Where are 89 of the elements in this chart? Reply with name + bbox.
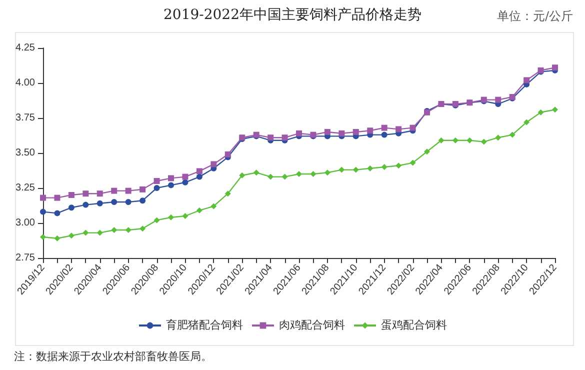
point: [82, 202, 89, 208]
point: [324, 129, 330, 135]
point: [125, 188, 132, 194]
point: [210, 203, 217, 210]
point: [154, 185, 160, 191]
point: [282, 134, 288, 141]
point: [182, 174, 188, 180]
y-tick-label: 3.75: [16, 112, 36, 124]
point: [196, 174, 202, 180]
point: [324, 170, 330, 176]
point: [140, 186, 146, 192]
point: [68, 204, 74, 211]
point: [253, 170, 260, 176]
y-tick-label: 3.00: [16, 218, 36, 228]
point: [125, 227, 132, 233]
point: [438, 137, 444, 144]
point: [111, 188, 118, 194]
point: [466, 137, 473, 144]
point: [154, 217, 160, 224]
point: [82, 230, 89, 236]
point: [367, 128, 374, 134]
point: [381, 132, 388, 138]
point: [495, 96, 502, 103]
point: [268, 134, 274, 141]
y-tick-label: 3.50: [16, 148, 36, 158]
point: [224, 190, 231, 197]
point: [296, 130, 302, 136]
point: [40, 208, 46, 215]
point: [352, 166, 359, 173]
point: [40, 194, 46, 201]
point: [68, 232, 74, 239]
point: [296, 171, 302, 177]
point: [196, 207, 202, 214]
point: [552, 64, 558, 71]
point: [154, 178, 160, 184]
point: [524, 77, 530, 84]
point: [96, 200, 103, 206]
point: [338, 166, 345, 173]
point: [224, 151, 231, 158]
point: [509, 132, 516, 138]
point: [140, 198, 146, 204]
point: [54, 235, 60, 242]
point: [182, 213, 188, 219]
point: [68, 192, 74, 198]
point: [396, 126, 402, 132]
chart-subtitle: 单位：元/公斤: [496, 8, 573, 25]
point: [82, 190, 89, 197]
y-tick-label: 4.00: [16, 78, 36, 88]
point: [239, 172, 246, 178]
point: [168, 214, 174, 220]
point: [168, 175, 174, 182]
point: [424, 148, 430, 155]
point: [367, 165, 374, 172]
point: [282, 174, 288, 180]
chart-title: 2019-2022年中国主要饲料产品价格走势: [164, 7, 422, 23]
point: [111, 199, 118, 205]
point: [54, 210, 60, 216]
y-tick-label: 2.75: [16, 252, 36, 264]
point: [452, 137, 458, 144]
point: [40, 234, 46, 240]
point: [410, 160, 416, 166]
point: [196, 168, 202, 174]
point: [396, 162, 402, 169]
point: [210, 161, 217, 168]
point: [538, 109, 544, 116]
y-tick-label: 4.25: [16, 42, 36, 54]
y-tick-label: 3.25: [16, 182, 36, 194]
point: [310, 171, 316, 177]
point: [338, 130, 345, 136]
point: [352, 129, 359, 135]
point: [125, 199, 132, 205]
point: [480, 138, 487, 145]
point: [495, 134, 502, 141]
legend-label: 育肥猪配合饲料: [166, 318, 243, 332]
point: [168, 182, 174, 188]
legend-label: 蛋鸡配合饲料: [381, 318, 447, 332]
point: [96, 190, 103, 197]
legend-label: 肉鸡配合饲料: [279, 318, 345, 332]
point: [140, 226, 146, 232]
point: [381, 164, 388, 170]
point: [268, 174, 274, 180]
point: [410, 124, 416, 131]
point: [381, 124, 388, 131]
text: 注：数据来源于农业农村部畜牧兽医局。: [14, 349, 212, 364]
point: [524, 119, 530, 126]
point: [54, 194, 60, 201]
point: [96, 230, 103, 236]
point: [182, 179, 188, 186]
point: [552, 106, 558, 113]
